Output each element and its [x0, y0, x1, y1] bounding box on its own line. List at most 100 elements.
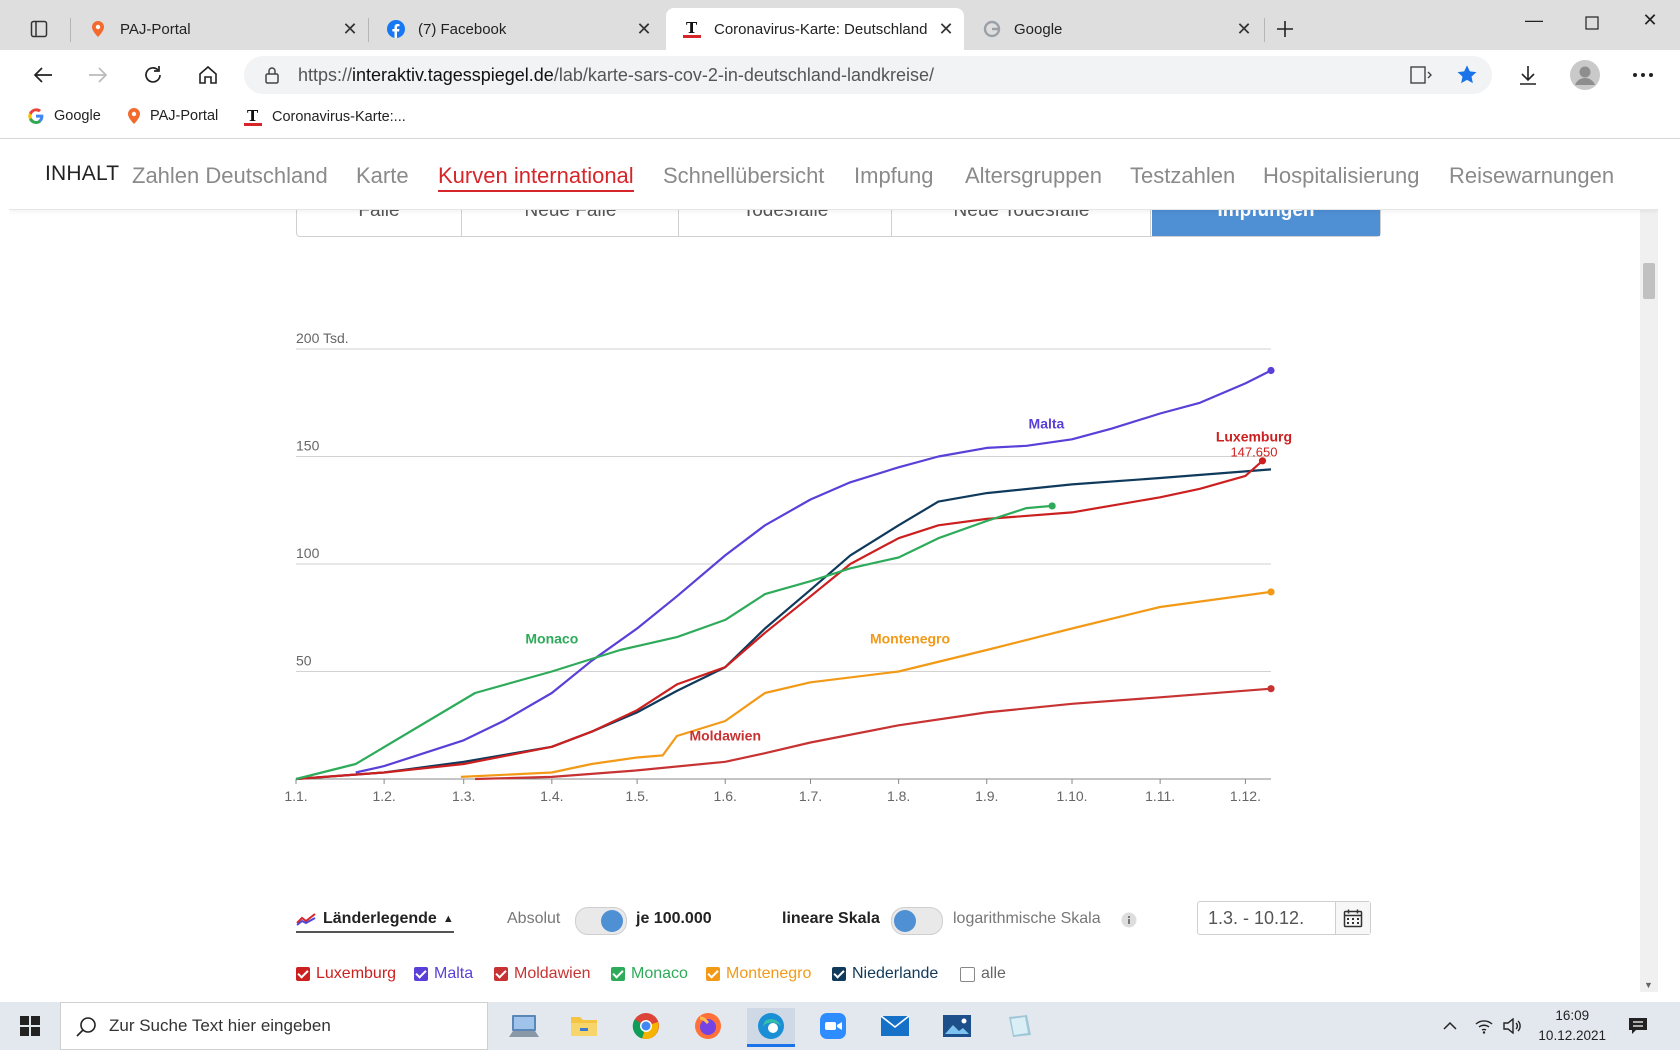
mail-icon[interactable] — [871, 1008, 919, 1044]
wifi-icon[interactable] — [1474, 1002, 1494, 1050]
file-explorer-icon[interactable] — [560, 1008, 608, 1044]
absolute-per100k-switch[interactable] — [575, 907, 627, 935]
country-checkbox-monaco[interactable]: Monaco — [611, 965, 688, 983]
x-tick-label: 1.2. — [372, 788, 395, 804]
nav-schnelluebersicht[interactable]: Schnellübersicht — [663, 163, 825, 188]
chrome-icon[interactable] — [622, 1008, 670, 1044]
close-tab-icon[interactable]: ✕ — [938, 18, 954, 39]
series-annotation-label: Montenegro — [870, 631, 950, 647]
taskbar-clock[interactable]: 16:09 10.12.2021 — [1538, 1006, 1606, 1046]
minimize-icon[interactable]: — — [1525, 10, 1543, 30]
facebook-icon — [386, 19, 406, 39]
zoom-icon[interactable] — [809, 1008, 857, 1044]
country-checkbox-malta[interactable]: Malta — [414, 965, 473, 983]
photos-app-icon[interactable] — [933, 1008, 981, 1044]
country-checkbox-moldawien[interactable]: Moldawien — [494, 965, 590, 983]
country-legend-toggle[interactable]: Länderlegende ▲ — [296, 910, 454, 933]
tab-strip: PAJ-Portal ✕ (7) Facebook ✕ T Coronaviru… — [0, 0, 1680, 50]
notification-center-icon[interactable] — [1628, 1002, 1648, 1050]
bookmark-label: PAJ-Portal — [150, 108, 219, 124]
tab-facebook[interactable]: (7) Facebook ✕ — [370, 8, 662, 50]
country-checkbox-niederlande[interactable]: Niederlande — [832, 965, 938, 983]
scrollbar-thumb[interactable] — [1643, 263, 1655, 299]
windows-start-icon[interactable] — [6, 1008, 54, 1044]
volume-icon[interactable] — [1502, 1002, 1522, 1050]
search-icon — [75, 1016, 97, 1043]
tab-paj-portal[interactable]: PAJ-Portal ✕ — [72, 8, 368, 50]
close-tab-icon[interactable]: ✕ — [636, 18, 652, 39]
google-icon — [28, 108, 44, 124]
nav-zahlen-deutschland[interactable]: Zahlen Deutschland — [132, 163, 328, 188]
x-tick-label: 1.12. — [1230, 788, 1261, 804]
country-label: alle — [981, 965, 1006, 982]
x-tick-label: 1.11. — [1145, 788, 1175, 804]
nav-karte[interactable]: Karte — [356, 163, 409, 188]
refresh-button[interactable] — [136, 58, 170, 92]
clock-time: 16:09 — [1555, 1008, 1590, 1023]
bookmark-google[interactable]: Google — [28, 108, 101, 124]
series-line-monaco — [295, 504, 1053, 781]
tab-actions-icon[interactable] — [22, 12, 56, 46]
nav-testzahlen[interactable]: Testzahlen — [1130, 163, 1236, 188]
tray-chevron-icon[interactable] — [1442, 1002, 1458, 1050]
series-annotation-label: Malta — [1029, 416, 1065, 432]
maximize-icon[interactable] — [1572, 10, 1612, 40]
date-range-picker[interactable]: 1.3. - 10.12. — [1197, 901, 1371, 935]
favorite-star-icon[interactable] — [1456, 64, 1478, 91]
close-tab-icon[interactable]: ✕ — [342, 18, 358, 39]
forward-button[interactable] — [81, 58, 115, 92]
profile-avatar[interactable] — [1568, 58, 1602, 92]
series-end-point-moldawien — [1267, 685, 1275, 693]
site-nav: INHALT Zahlen Deutschland Karte Kurven i… — [9, 139, 1658, 210]
edge-browser-icon[interactable] — [747, 1008, 795, 1047]
firefox-icon[interactable] — [684, 1008, 732, 1044]
page-scrollbar[interactable]: ▲ ▼ — [1640, 139, 1658, 992]
country-label: Monaco — [631, 965, 688, 982]
info-icon[interactable] — [1121, 912, 1137, 933]
bookmark-paj-portal[interactable]: PAJ-Portal — [128, 108, 218, 124]
log-scale-label: logarithmische Skala — [953, 910, 1101, 927]
country-label: Niederlande — [852, 965, 939, 982]
series-end-point-malta — [1267, 366, 1275, 375]
pc-app-icon[interactable] — [500, 1008, 548, 1044]
bookmark-label: Google — [54, 108, 101, 124]
notepad-app-icon[interactable] — [995, 1008, 1043, 1044]
nav-kurven-international[interactable]: Kurven international — [438, 163, 634, 192]
tagesspiegel-icon: T — [682, 19, 702, 39]
nav-hospitalisierung[interactable]: Hospitalisierung — [1263, 163, 1420, 188]
nav-reisewarnungen[interactable]: Reisewarnungen — [1449, 163, 1615, 188]
reader-view-icon[interactable] — [1410, 65, 1434, 90]
nav-altersgruppen[interactable]: Altersgruppen — [965, 163, 1102, 188]
close-window-icon[interactable]: ✕ — [1642, 10, 1658, 30]
home-button[interactable] — [191, 58, 225, 92]
scale-switch[interactable] — [891, 907, 943, 935]
tab-google[interactable]: Google ✕ — [966, 8, 1262, 50]
nav-impfung[interactable]: Impfung — [854, 163, 934, 188]
per100k-label: je 100.000 — [636, 910, 712, 927]
series-line-moldawien — [475, 687, 1272, 781]
back-button[interactable] — [26, 58, 60, 92]
svg-text:T: T — [247, 108, 259, 125]
y-tick-label: 50 — [296, 653, 312, 669]
legend-lines-icon — [296, 913, 316, 926]
calendar-icon[interactable] — [1335, 902, 1370, 934]
more-menu-icon[interactable] — [1626, 58, 1660, 92]
nav-label: INHALT — [45, 162, 120, 185]
country-checkbox-luxemburg[interactable]: Luxemburg — [296, 965, 396, 983]
country-checkbox-montenegro[interactable]: Montenegro — [706, 965, 811, 983]
legend-label: Länderlegende — [323, 910, 437, 927]
bookmark-coronavirus-karte[interactable]: T Coronavirus-Karte:... — [244, 108, 406, 126]
taskbar-search-box[interactable]: Zur Suche Text hier eingeben — [60, 1002, 488, 1050]
y-tick-label: 100 — [296, 545, 320, 561]
new-tab-button[interactable] — [1268, 12, 1302, 46]
download-icon[interactable] — [1511, 58, 1545, 92]
x-tick-label: 1.8. — [887, 788, 910, 804]
address-bar[interactable]: https://interaktiv.tagesspiegel.de/lab/k… — [244, 56, 1492, 94]
tab-coronavirus-karte[interactable]: T Coronavirus-Karte: Deutschland ✕ — [666, 8, 964, 50]
google-icon — [982, 19, 1002, 39]
lock-icon[interactable] — [264, 66, 280, 89]
close-tab-icon[interactable]: ✕ — [1236, 18, 1252, 39]
series-line-malta — [355, 369, 1272, 774]
country-checkbox-alle[interactable]: alle — [960, 965, 1006, 983]
scroll-down-icon[interactable]: ▼ — [1644, 980, 1653, 990]
